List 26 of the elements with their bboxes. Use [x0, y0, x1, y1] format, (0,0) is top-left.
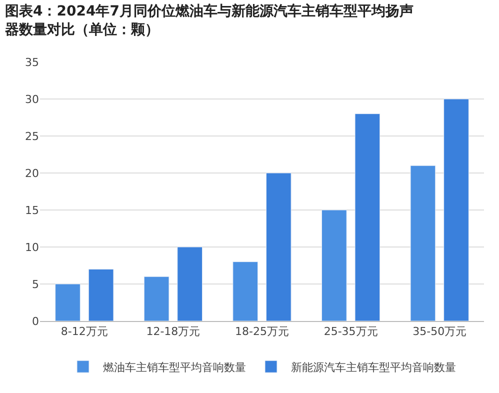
- x-tick-label: 25-35万元: [324, 325, 378, 338]
- bar: [55, 284, 80, 321]
- y-tick-label: 10: [25, 240, 39, 254]
- y-tick-label: 30: [25, 92, 39, 106]
- bar: [354, 114, 380, 321]
- x-tick-label: 12-18万元: [146, 325, 200, 338]
- y-tick-label: 0: [32, 314, 39, 328]
- y-tick-label: 20: [25, 166, 39, 180]
- x-tick-label: 18-25万元: [235, 325, 289, 338]
- legend-label: 燃油车主销车型平均音响数量: [103, 360, 246, 374]
- bar: [144, 276, 170, 321]
- bar: [88, 268, 114, 321]
- bar: [410, 165, 436, 321]
- y-tick-label: 35: [25, 56, 39, 69]
- bar: [321, 210, 347, 321]
- bar: [177, 246, 203, 321]
- x-tick-label: 35-50万元: [412, 325, 467, 338]
- x-tick-label: 8-12万元: [60, 325, 108, 338]
- bar: [266, 172, 292, 321]
- y-tick-label: 5: [32, 278, 39, 291]
- chart-title: 图表4：2024年7月同价位燃油车与新能源汽车主销车型平均扬声器数量对比（单位：颗）: [4, 2, 414, 38]
- bar: [444, 98, 469, 321]
- y-tick-label: 25: [25, 130, 39, 143]
- bar: [232, 262, 258, 321]
- legend-label: 新能源汽车主销车型平均音响数量: [291, 360, 456, 374]
- y-tick-label: 15: [25, 204, 39, 217]
